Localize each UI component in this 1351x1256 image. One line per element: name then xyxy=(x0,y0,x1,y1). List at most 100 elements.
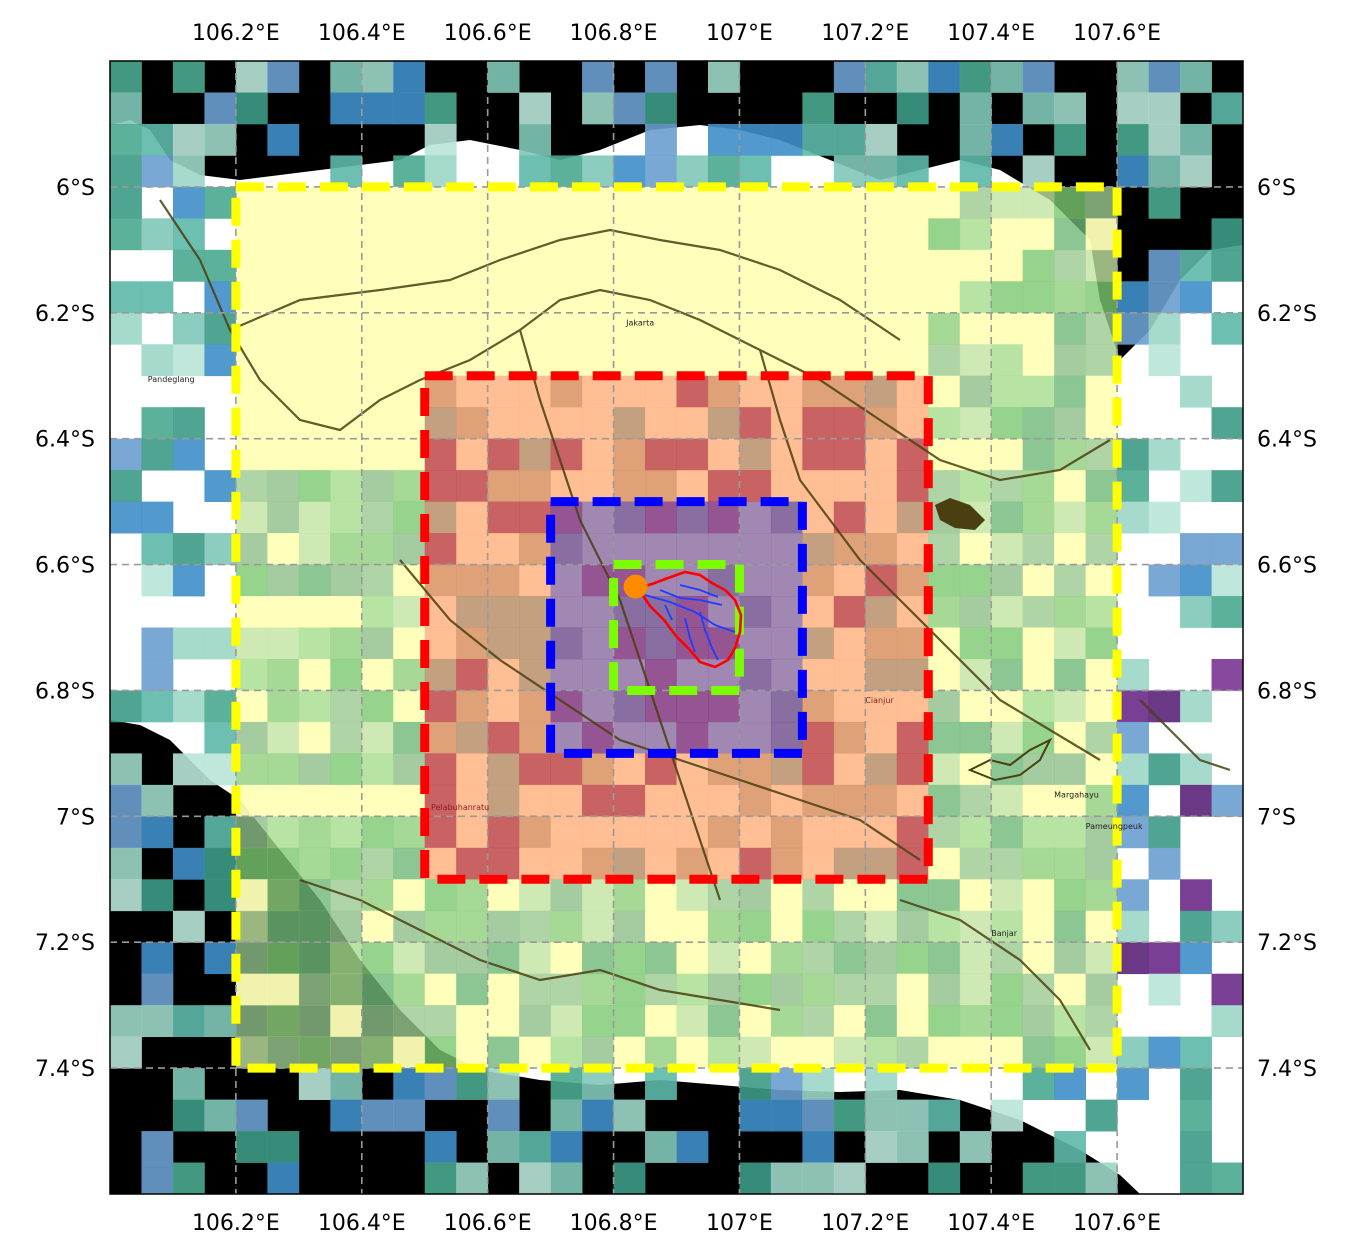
grid-cell xyxy=(613,1162,646,1194)
grid-cell xyxy=(645,407,677,440)
lat-tick-label-left: 6.6°S xyxy=(35,554,95,579)
plot-frame xyxy=(109,60,1244,1195)
grid-cell xyxy=(1148,312,1181,345)
grid-cell xyxy=(991,218,1024,251)
grid-cell xyxy=(393,407,426,440)
grid-cell xyxy=(267,1162,300,1194)
grid-cell xyxy=(330,61,363,93)
grid-cell xyxy=(645,879,677,912)
lat-tick-label-left: 7.4°S xyxy=(35,1057,95,1082)
grid-cell xyxy=(802,627,835,660)
grid-cell xyxy=(361,816,394,849)
grid-cell xyxy=(1117,1036,1149,1069)
grid-cell xyxy=(267,658,300,691)
grid-cell xyxy=(802,407,835,440)
grid-cell xyxy=(519,627,552,660)
grid-cell xyxy=(645,816,677,849)
grid-cell xyxy=(1148,564,1181,597)
grid-cell xyxy=(802,658,835,691)
grid-cell xyxy=(770,658,803,691)
grid-cell xyxy=(928,375,961,408)
grid-cell xyxy=(519,92,552,125)
grid-cell xyxy=(235,281,268,314)
grid-cell xyxy=(707,627,740,660)
grid-cell xyxy=(1180,155,1212,188)
grid-cell xyxy=(865,123,898,156)
grid-cell xyxy=(424,596,457,628)
grid-cell xyxy=(424,312,457,345)
grid-cell xyxy=(1085,658,1118,691)
grid-cell xyxy=(330,344,363,377)
reservoir xyxy=(967,737,1053,782)
grid-cell xyxy=(896,721,929,754)
grid-cell xyxy=(1117,753,1149,786)
lon-tick-label-bottom: 107.4°E xyxy=(947,1211,1035,1236)
grid-cell xyxy=(204,470,237,503)
grid-cell xyxy=(739,564,772,597)
grid-cell xyxy=(833,501,866,534)
grid-cell xyxy=(172,1068,205,1100)
grid-cell xyxy=(1180,1131,1212,1163)
grid-cell xyxy=(110,155,142,188)
grid-cell xyxy=(582,942,614,975)
grid-cell xyxy=(487,438,520,471)
grid-cell xyxy=(613,816,646,849)
grid-cell xyxy=(959,281,992,314)
grid-cell xyxy=(1117,816,1149,849)
grid-cell xyxy=(172,123,205,156)
grid-cell xyxy=(487,910,520,943)
grid-cell xyxy=(456,973,489,1006)
grid-cell xyxy=(361,249,394,282)
grid-cell xyxy=(582,816,614,849)
grid-cell xyxy=(204,186,237,219)
grid-cell xyxy=(204,92,237,125)
grid-cell xyxy=(110,438,142,471)
grid-cell xyxy=(519,501,552,534)
grid-cell xyxy=(519,1162,552,1194)
grid-cell xyxy=(1117,92,1149,125)
grid-cell xyxy=(833,155,866,188)
grid-cell xyxy=(141,973,174,1006)
grid-cell xyxy=(267,942,300,975)
grid-cell xyxy=(456,501,489,534)
grid-cell xyxy=(707,344,740,377)
grid-cell xyxy=(235,533,268,565)
grid-cell xyxy=(487,816,520,849)
grid-cell xyxy=(361,973,394,1006)
grid-cell xyxy=(613,344,646,377)
grid-cell xyxy=(1148,973,1181,1006)
grid-cell xyxy=(739,1036,772,1069)
grid-cell xyxy=(991,61,1024,93)
grid-cell xyxy=(172,690,205,723)
grid-cell xyxy=(550,1099,583,1132)
grid-cell xyxy=(456,690,489,723)
grid-cell xyxy=(550,847,583,880)
grid-cell xyxy=(991,847,1024,880)
grid-cell xyxy=(1022,1005,1055,1038)
grid-cell xyxy=(865,155,898,188)
grid-cell xyxy=(802,753,835,786)
grid-cell xyxy=(707,879,740,912)
grid-cell xyxy=(613,784,646,817)
grid-cell xyxy=(896,1036,929,1069)
grid-cell xyxy=(172,1005,205,1038)
grid-cell xyxy=(770,281,803,314)
grid-cell xyxy=(330,721,363,754)
grid-cell xyxy=(582,249,614,282)
grid-cell xyxy=(298,816,331,849)
grid-cell xyxy=(1054,910,1087,943)
grid-cell xyxy=(267,407,300,440)
grid-cell xyxy=(550,910,583,943)
grid-cell xyxy=(361,658,394,691)
grid-cell xyxy=(833,123,866,156)
grid-cell xyxy=(330,1099,363,1132)
grid-cell xyxy=(739,186,772,219)
grid-cell xyxy=(424,973,457,1006)
grid-cell xyxy=(991,1099,1024,1132)
grid-cell xyxy=(1117,942,1149,975)
grid-cell xyxy=(896,344,929,377)
grid-cell xyxy=(456,942,489,975)
grid-cell xyxy=(676,942,709,975)
grid-cell xyxy=(896,942,929,975)
lon-tick-label-top: 107.6°E xyxy=(1073,21,1161,46)
